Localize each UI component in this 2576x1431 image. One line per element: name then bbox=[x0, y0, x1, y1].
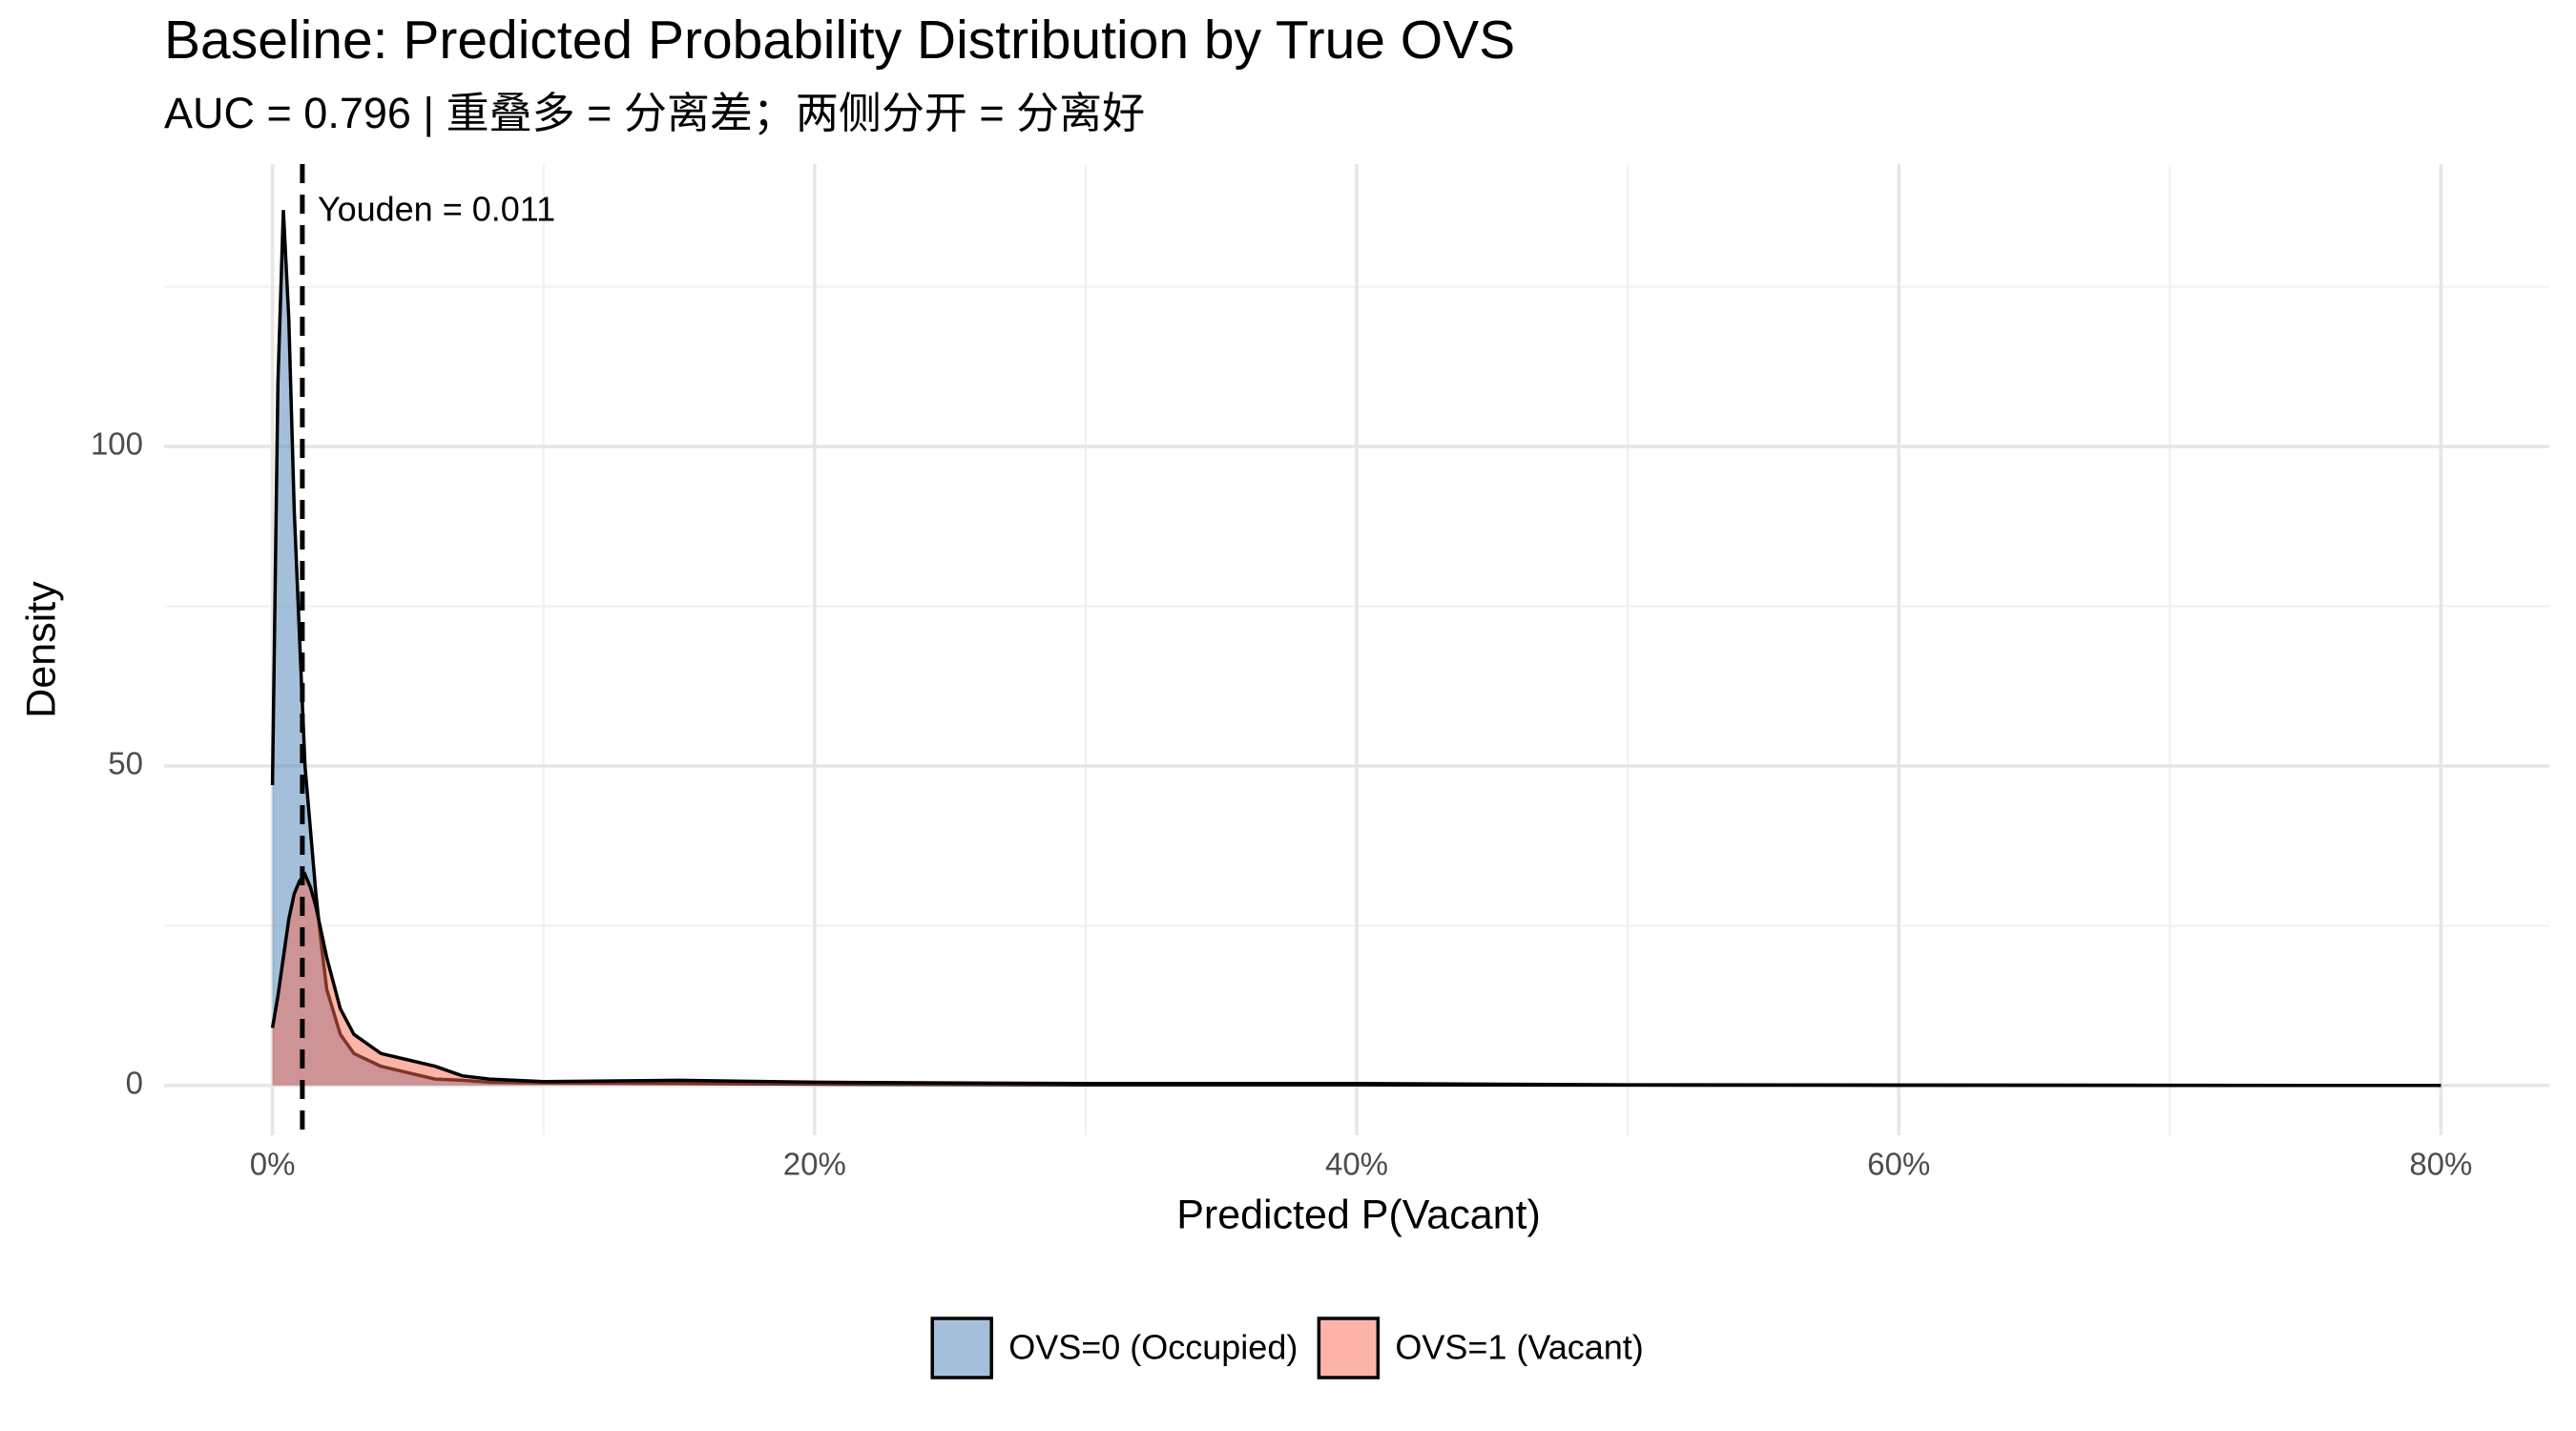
x-tick-label: 0% bbox=[250, 1147, 296, 1182]
y-tick-label: 0 bbox=[126, 1065, 143, 1100]
plot-area: Youden = 0.011 bbox=[270, 164, 2441, 1135]
grid: 0% 20% 40% 60% 80% 0 50 100 bbox=[91, 164, 2549, 1182]
density-line bbox=[270, 871, 2441, 1088]
x-tick-label: 20% bbox=[783, 1147, 846, 1182]
y-axis-title: Density bbox=[18, 581, 64, 718]
threshold-label: Youden = 0.011 bbox=[318, 190, 555, 229]
legend-label: OVS=0 (Occupied) bbox=[1008, 1328, 1298, 1367]
y-tick-label: 100 bbox=[91, 426, 143, 462]
y-tick-label: 50 bbox=[108, 746, 143, 781]
legend-key bbox=[930, 1317, 993, 1379]
chart-subtitle: AUC = 0.796 | 重叠多 = 分离差；两侧分开 = 分离好 bbox=[164, 89, 1145, 137]
x-tick-label: 40% bbox=[1325, 1147, 1388, 1182]
chart-title: Baseline: Predicted Probability Distribu… bbox=[164, 10, 1515, 71]
x-tick-label: 60% bbox=[1867, 1147, 1930, 1182]
x-axis-title: Predicted P(Vacant) bbox=[1176, 1192, 1541, 1237]
x-tick-label: 80% bbox=[2409, 1147, 2472, 1182]
legend-key bbox=[1317, 1317, 1381, 1379]
legend: OVS=0 (Occupied) OVS=1 (Vacant) bbox=[930, 1317, 1644, 1379]
legend-label: OVS=1 (Vacant) bbox=[1395, 1328, 1643, 1367]
